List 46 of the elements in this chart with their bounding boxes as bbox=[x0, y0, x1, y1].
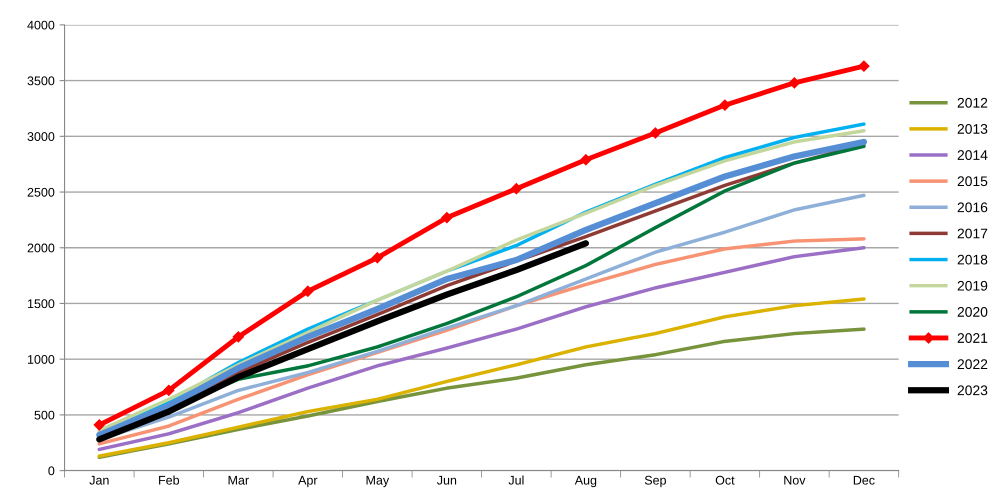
x-tick-label: Aug bbox=[574, 476, 596, 488]
point bbox=[788, 77, 800, 88]
x-tick-label: Nov bbox=[784, 476, 806, 485]
x-tick-label: Sep bbox=[644, 476, 666, 488]
y-tick-label: 1500 bbox=[28, 299, 54, 308]
point bbox=[94, 419, 105, 431]
x-tick-label: Jun bbox=[436, 476, 456, 485]
y-tick-label: 0 bbox=[48, 466, 54, 476]
y-tick-label: 4000 bbox=[27, 20, 54, 30]
x-tick-label: Mar bbox=[228, 476, 249, 485]
point bbox=[302, 286, 314, 297]
legend-label: 2022 bbox=[958, 359, 988, 370]
legend-label: 2017 bbox=[958, 228, 988, 238]
y-tick-label: 2500 bbox=[28, 188, 54, 197]
y-tick-label: 3500 bbox=[27, 76, 54, 86]
x-tick-label: Jul bbox=[508, 475, 524, 485]
x-tick-label: Jan bbox=[89, 476, 109, 485]
legend-label: 2016 bbox=[958, 202, 988, 212]
y-tick-label: 3000 bbox=[27, 132, 54, 141]
point bbox=[510, 183, 522, 194]
y-tick-label: 2000 bbox=[28, 244, 54, 252]
x-tick-label: Apr bbox=[298, 476, 318, 488]
y-tick-label: 1000 bbox=[28, 354, 54, 364]
x-tick-label: Dec bbox=[854, 476, 875, 485]
y-tick-label: 500 bbox=[34, 410, 54, 420]
x-tick-label: Feb bbox=[159, 475, 180, 485]
x-tick-label: May bbox=[366, 476, 390, 488]
legend-label: 2021 bbox=[958, 333, 988, 343]
point bbox=[719, 100, 730, 111]
point bbox=[580, 154, 592, 166]
legend-label: 2014 bbox=[958, 150, 988, 160]
legend-label: 2018 bbox=[958, 254, 988, 265]
point bbox=[858, 60, 870, 72]
point bbox=[650, 127, 661, 139]
point bbox=[372, 252, 383, 264]
point bbox=[441, 212, 452, 224]
x-tick-label: Oct bbox=[716, 476, 735, 485]
legend-label: 2019 bbox=[958, 280, 988, 291]
legend-label: 2012 bbox=[958, 98, 988, 108]
legend-label: 2023 bbox=[958, 385, 988, 396]
legend-label: 2020 bbox=[958, 307, 988, 317]
legend-label: 2013 bbox=[958, 124, 988, 134]
point bbox=[163, 384, 174, 396]
line-series bbox=[98, 297, 866, 458]
legend-label: 2015 bbox=[958, 176, 988, 186]
point bbox=[232, 331, 244, 343]
